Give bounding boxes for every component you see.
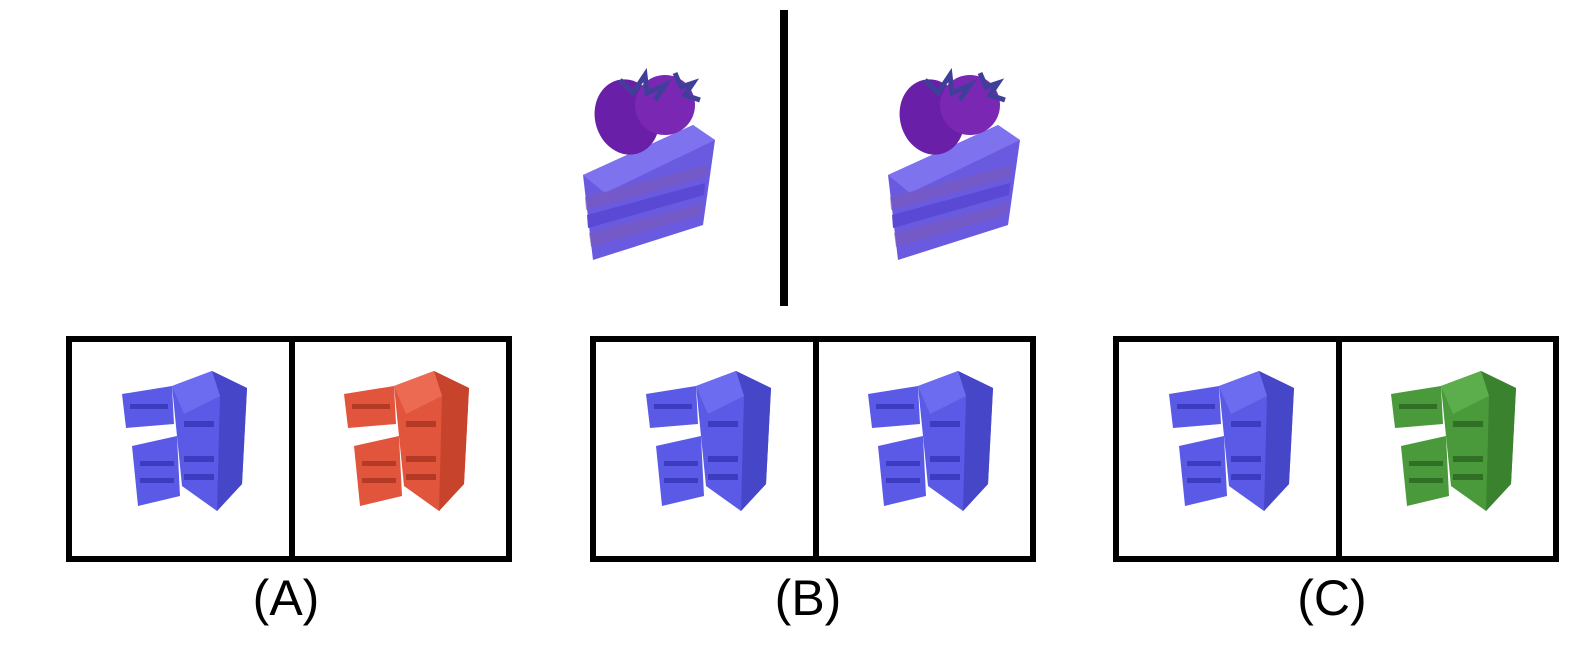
- reference-divider: [780, 10, 788, 306]
- option-b-panel[interactable]: [590, 336, 1036, 562]
- option-a-panel[interactable]: [66, 336, 512, 562]
- reference-cake-right: [880, 65, 1030, 265]
- option-c-label: (C): [1297, 570, 1367, 626]
- fridge-icon: [1159, 366, 1299, 516]
- panel-divider: [813, 342, 819, 556]
- option-b-label: (B): [774, 570, 842, 626]
- fridge-icon: [1381, 366, 1521, 516]
- cake-slice-icon: [583, 67, 715, 260]
- option-a-label: (A): [252, 570, 320, 626]
- fridge-icon: [636, 366, 776, 516]
- fridge-icon: [858, 366, 998, 516]
- fridge-icon: [112, 366, 252, 516]
- option-c-panel[interactable]: [1113, 336, 1559, 562]
- cake-slice-icon: [888, 67, 1020, 260]
- panel-divider: [289, 342, 295, 556]
- panel-divider: [1336, 342, 1342, 556]
- reference-cake-left: [575, 65, 725, 265]
- fridge-icon: [334, 366, 474, 516]
